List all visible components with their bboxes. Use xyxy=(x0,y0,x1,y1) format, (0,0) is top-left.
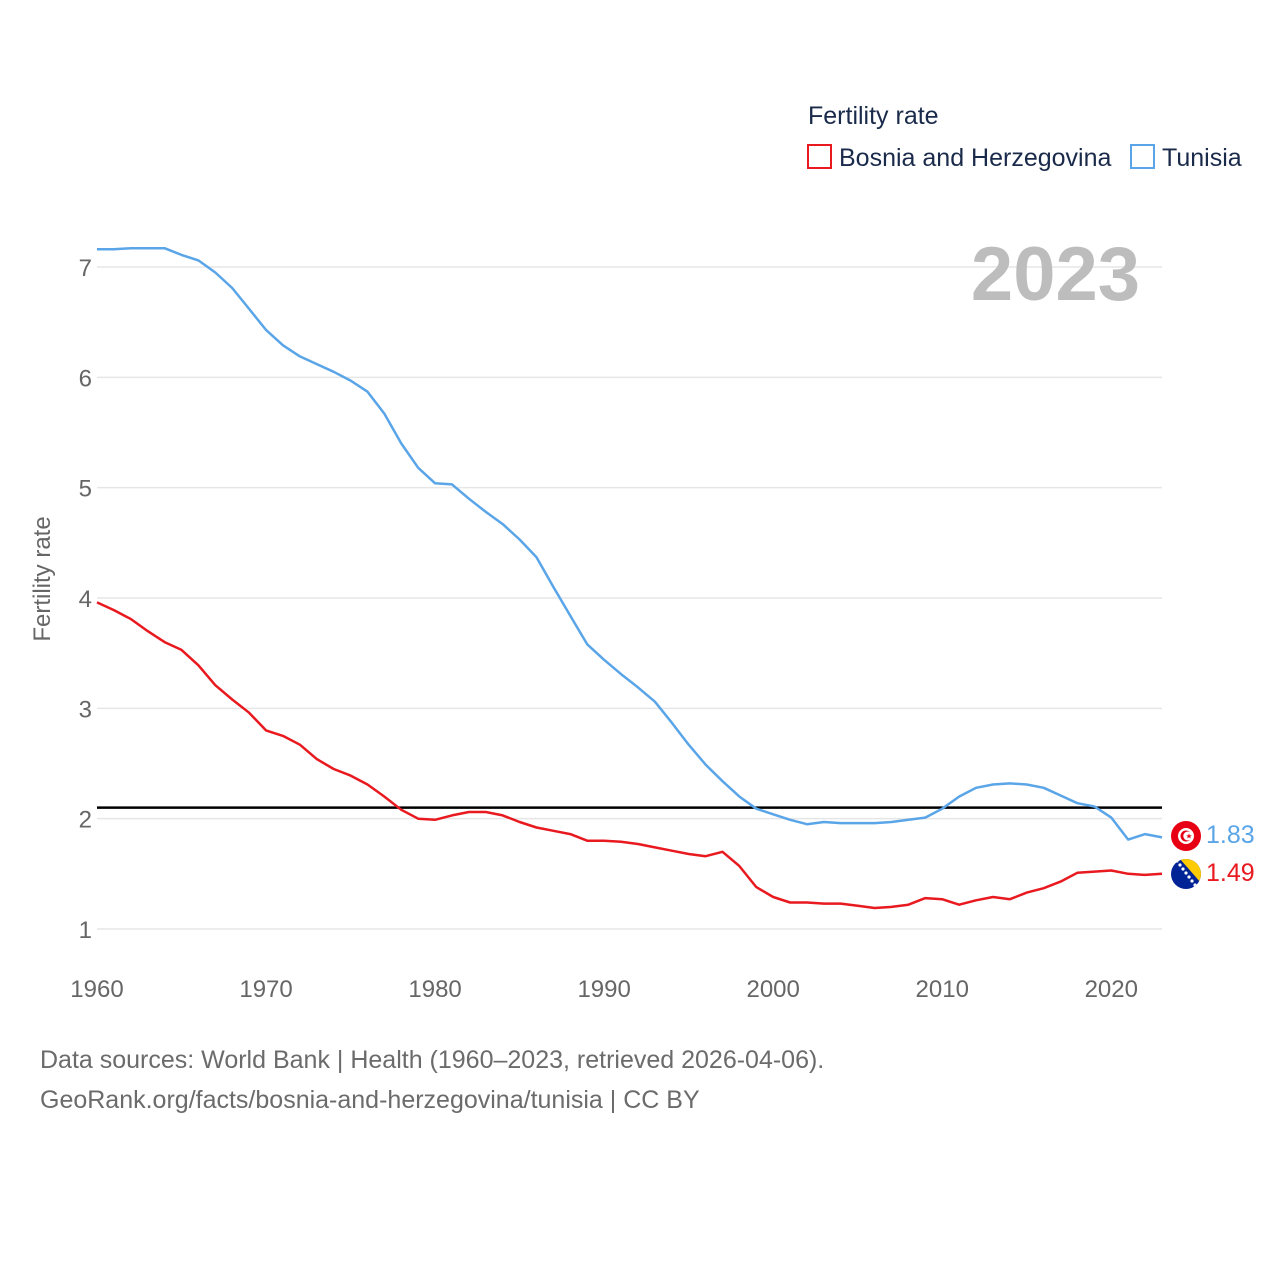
x-tick-label: 1990 xyxy=(577,976,630,1003)
footer: Data sources: World Bank | Health (1960–… xyxy=(40,1040,824,1120)
y-tick-label: 6 xyxy=(79,365,92,392)
y-tick-label: 5 xyxy=(79,476,92,503)
y-tick-label: 2 xyxy=(79,807,92,834)
footer-link[interactable]: GeoRank.org/facts/bosnia-and-herzegovina… xyxy=(40,1086,700,1114)
x-tick-label: 1970 xyxy=(239,976,292,1003)
x-tick-label: 2010 xyxy=(916,976,969,1003)
legend-title: Fertility rate xyxy=(808,102,939,130)
legend-swatch-bosnia[interactable] xyxy=(807,144,832,169)
gridlines xyxy=(97,266,1162,930)
legend-swatch-tunisia[interactable] xyxy=(1130,144,1155,169)
series-line-tunisia[interactable] xyxy=(97,246,1163,841)
y-tick-label: 4 xyxy=(79,586,92,613)
year-display: 2023 xyxy=(971,232,1140,317)
end-value-tunisia: 1.83 xyxy=(1206,821,1255,849)
y-tick-label: 7 xyxy=(79,255,92,282)
tunisia-flag-icon xyxy=(1171,821,1201,851)
x-axis-ticks: 1960 1970 1980 1990 2000 2010 2020 xyxy=(70,976,1138,1003)
y-tick-label: 1 xyxy=(79,917,92,944)
bosnia-flag-icon xyxy=(1171,859,1201,889)
y-axis-label: Fertility rate xyxy=(29,516,56,641)
y-axis-ticks: 1 2 3 4 5 6 7 xyxy=(79,255,92,944)
legend-label-bosnia[interactable]: Bosnia and Herzegovina xyxy=(839,144,1111,172)
end-value-bosnia: 1.49 xyxy=(1206,859,1255,887)
series-lines xyxy=(96,246,1163,910)
footer-sources: Data sources: World Bank | Health (1960–… xyxy=(40,1046,825,1074)
legend[interactable]: Fertility rate Bosnia and Herzegovina Tu… xyxy=(807,102,1242,172)
legend-label-tunisia[interactable]: Tunisia xyxy=(1162,144,1242,172)
y-tick-label: 3 xyxy=(79,696,92,723)
x-tick-label: 1960 xyxy=(70,976,123,1003)
x-tick-label: 2000 xyxy=(746,976,799,1003)
x-tick-label: 2020 xyxy=(1085,976,1138,1003)
series-line-bosnia-and-herzegovina[interactable] xyxy=(96,601,1163,910)
x-tick-label: 1980 xyxy=(408,976,461,1003)
